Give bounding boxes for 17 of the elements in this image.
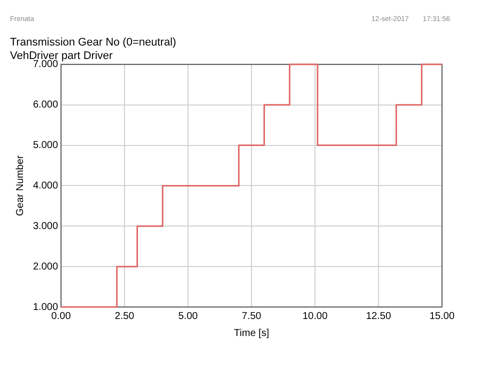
y-tick-label: 5.000 <box>32 140 58 152</box>
x-tick-label: 10.00 <box>302 310 328 322</box>
x-tick-label: 2.50 <box>114 310 135 322</box>
x-tick-label: 12.50 <box>366 310 392 322</box>
y-tick-label: 7.000 <box>32 59 58 70</box>
x-tick-label: 5.00 <box>178 310 198 322</box>
y-axis-title: Gear Number <box>14 154 26 216</box>
x-tick-label: 0.00 <box>51 310 72 322</box>
y-tick-label: 2.000 <box>32 261 58 272</box>
y-tick-label: 3.000 <box>32 220 58 232</box>
y-tick-label: 1.000 <box>32 302 58 313</box>
x-tick-label: 7.50 <box>242 310 262 322</box>
y-tick-label: 6.000 <box>32 100 58 111</box>
x-axis-title: Time [s] <box>234 328 270 339</box>
chart-title: Transmission Gear No (0=neutral) <box>10 36 176 49</box>
x-tick-label: 15.00 <box>429 310 455 322</box>
y-tick-label: 4.000 <box>32 180 58 192</box>
